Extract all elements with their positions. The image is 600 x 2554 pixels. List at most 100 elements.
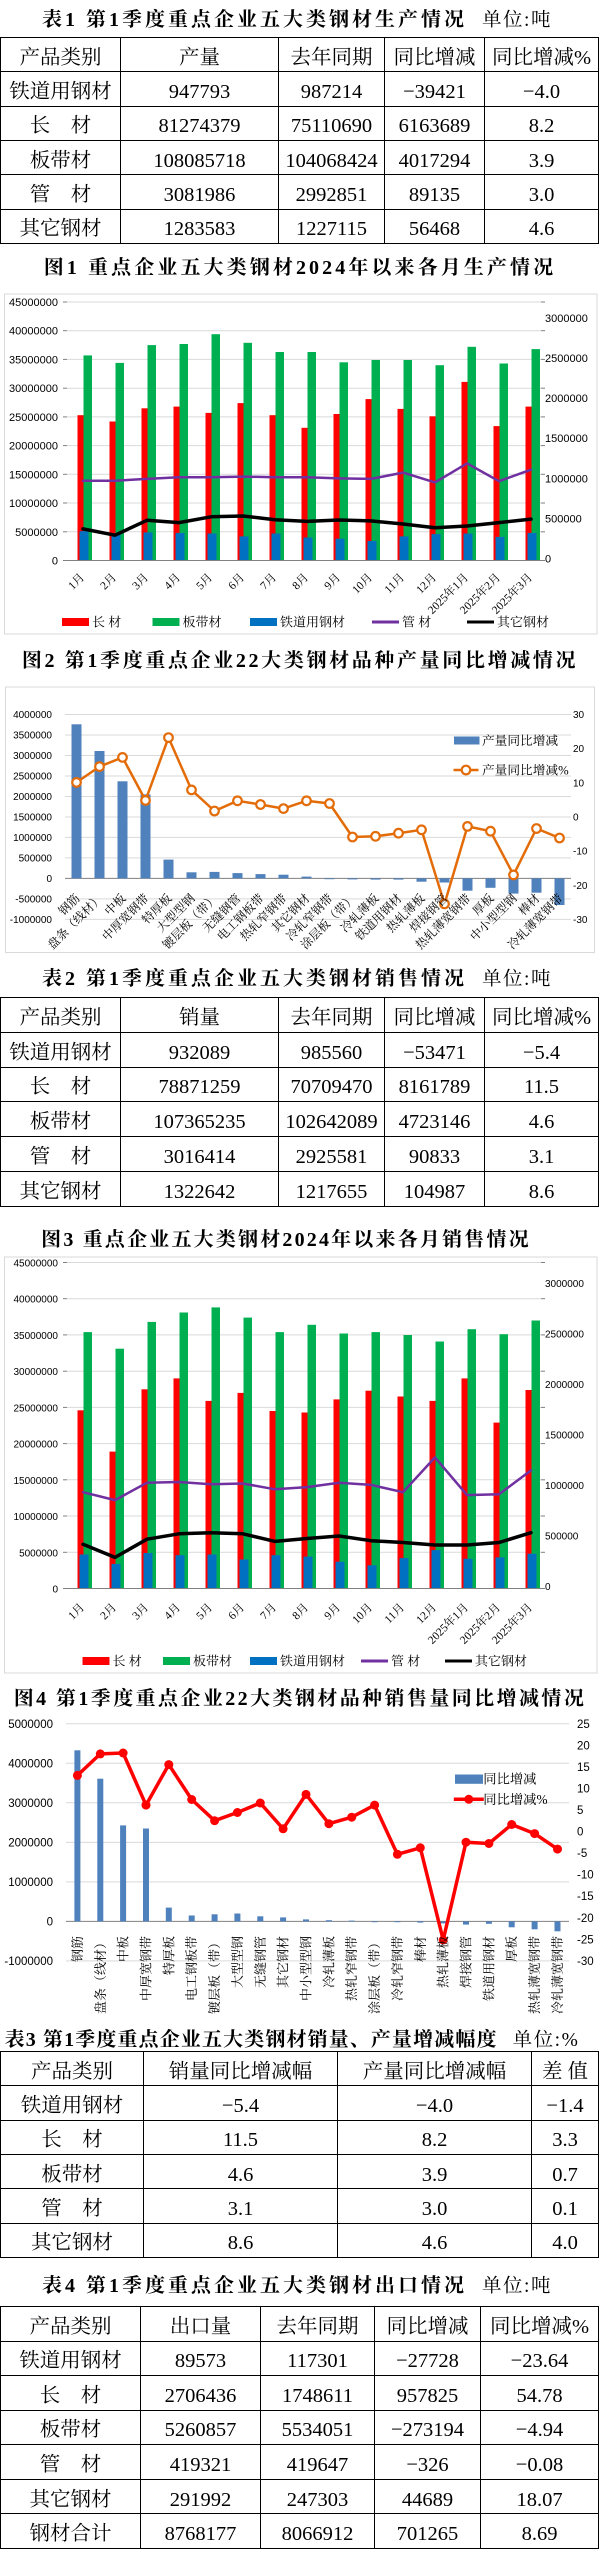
svg-text:4月: 4月 [160,570,184,594]
svg-text:35000000: 35000000 [14,1331,59,1342]
svg-text:其它钢材: 其它钢材 [273,1936,292,1988]
svg-text:电工钢板带: 电工钢板带 [181,1936,200,2001]
svg-text:2500000: 2500000 [13,772,52,783]
svg-text:热轧窄钢带: 热轧窄钢带 [341,1936,360,2001]
svg-text:-30: -30 [573,915,588,926]
svg-text:1000000: 1000000 [545,473,588,485]
svg-text:8月: 8月 [288,570,312,594]
svg-text:-10: -10 [577,1870,594,1882]
svg-text:冷轧窄钢带: 冷轧窄钢带 [387,1936,406,2001]
svg-text:-15: -15 [577,1891,594,1903]
svg-text:1000000: 1000000 [13,833,52,844]
svg-text:热轧薄宽钢带: 热轧薄宽钢带 [524,1936,543,2014]
svg-text:6月: 6月 [224,570,248,594]
svg-text:3月: 3月 [128,1600,152,1624]
svg-text:2000000: 2000000 [545,393,588,405]
svg-text:11月: 11月 [381,1600,408,1627]
svg-text:5000000: 5000000 [15,527,58,539]
svg-text:钢筋: 钢筋 [67,1936,86,1962]
svg-text:35000000: 35000000 [9,354,58,366]
svg-text:4000000: 4000000 [13,710,52,721]
svg-text:-25: -25 [577,1934,594,1946]
svg-text:无缝钢管: 无缝钢管 [250,1936,269,1988]
svg-text:2月: 2月 [96,1600,120,1624]
svg-text:-20: -20 [573,881,588,892]
svg-text:1500000: 1500000 [545,1431,584,1442]
svg-text:焊接钢管: 焊接钢管 [456,1936,475,1988]
svg-text:大型型钢: 大型型钢 [227,1936,246,1988]
svg-text:冷轧薄宽钢带: 冷轧薄宽钢带 [547,1936,566,2014]
svg-text:20: 20 [573,744,585,755]
svg-text:铁道用钢材: 铁道用钢材 [478,1936,497,2001]
svg-text:同比增减: 同比增减 [483,1769,536,1788]
svg-text:40000000: 40000000 [9,326,58,338]
svg-text:5月: 5月 [192,1600,216,1624]
svg-text:5000000: 5000000 [19,1548,58,1559]
svg-text:0: 0 [46,874,52,885]
svg-text:中小型型钢: 中小型型钢 [296,1936,315,2001]
svg-text:9月: 9月 [320,1600,344,1624]
svg-text:长 材: 长 材 [113,1651,142,1670]
svg-text:棒材: 棒材 [410,1936,429,1962]
svg-text:500000: 500000 [19,853,53,864]
svg-text:30000000: 30000000 [14,1367,59,1378]
svg-text:其它钢材: 其它钢材 [497,612,549,631]
svg-text:同比增减%: 同比增减% [483,1789,547,1808]
svg-text:冷轧薄板: 冷轧薄板 [318,1936,337,1988]
svg-text:6月: 6月 [224,1600,248,1624]
svg-text:8月: 8月 [288,1600,312,1624]
svg-text:1000000: 1000000 [8,1877,53,1889]
svg-text:-20: -20 [577,1913,594,1925]
svg-text:产量同比增减%: 产量同比增减% [482,760,569,779]
svg-text:25000000: 25000000 [14,1403,59,1414]
svg-text:7月: 7月 [256,1600,280,1624]
svg-text:25: 25 [577,1719,590,1731]
svg-text:5月: 5月 [192,570,216,594]
svg-text:0: 0 [545,553,551,565]
svg-text:镀层板（带）: 镀层板（带） [204,1936,223,2014]
svg-text:30: 30 [573,710,585,721]
svg-text:0: 0 [52,1585,58,1596]
svg-text:45000000: 45000000 [9,297,58,309]
svg-text:5000000: 5000000 [8,1719,53,1731]
svg-text:1500000: 1500000 [545,433,588,445]
svg-text:产量同比增减: 产量同比增减 [482,730,558,749]
svg-text:-1000000: -1000000 [10,915,53,926]
svg-text:1月: 1月 [64,1600,88,1624]
svg-text:0: 0 [47,1916,53,1928]
svg-text:40000000: 40000000 [14,1295,59,1306]
svg-text:500000: 500000 [545,513,582,525]
svg-text:板带材: 板带材 [183,612,222,631]
svg-text:1500000: 1500000 [13,813,52,824]
svg-text:-1000000: -1000000 [4,1956,53,1968]
svg-text:长 材: 长 材 [92,612,121,631]
svg-text:-5: -5 [577,1848,587,1860]
svg-text:500000: 500000 [545,1532,579,1543]
svg-text:中板: 中板 [113,1936,132,1962]
svg-text:涂层板（带）: 涂层板（带） [364,1936,383,2014]
svg-text:盘条（线材）: 盘条（线材） [90,1936,109,2014]
svg-text:板带材: 板带材 [193,1651,232,1670]
svg-text:3000000: 3000000 [545,1279,584,1290]
svg-text:2月: 2月 [96,570,120,594]
svg-text:15000000: 15000000 [9,469,58,481]
svg-text:3000000: 3000000 [545,313,588,325]
svg-text:2500000: 2500000 [545,353,588,365]
svg-text:20000000: 20000000 [14,1440,59,1451]
svg-text:-500000: -500000 [15,894,52,905]
svg-text:25000000: 25000000 [9,412,58,424]
svg-text:2000000: 2000000 [13,792,52,803]
svg-text:3500000: 3500000 [13,731,52,742]
svg-text:2000000: 2000000 [545,1380,584,1391]
svg-text:7月: 7月 [256,570,280,594]
svg-text:3000000: 3000000 [8,1798,53,1810]
svg-text:中厚宽钢带: 中厚宽钢带 [136,1936,155,2001]
svg-text:15000000: 15000000 [14,1476,59,1487]
svg-text:3月: 3月 [128,570,152,594]
svg-text:0: 0 [545,1582,551,1593]
svg-text:10: 10 [577,1784,590,1796]
svg-text:2500000: 2500000 [545,1330,584,1341]
svg-text:其它钢材: 其它钢材 [475,1651,527,1670]
svg-text:11月: 11月 [381,570,408,597]
svg-text:1月: 1月 [64,570,88,594]
